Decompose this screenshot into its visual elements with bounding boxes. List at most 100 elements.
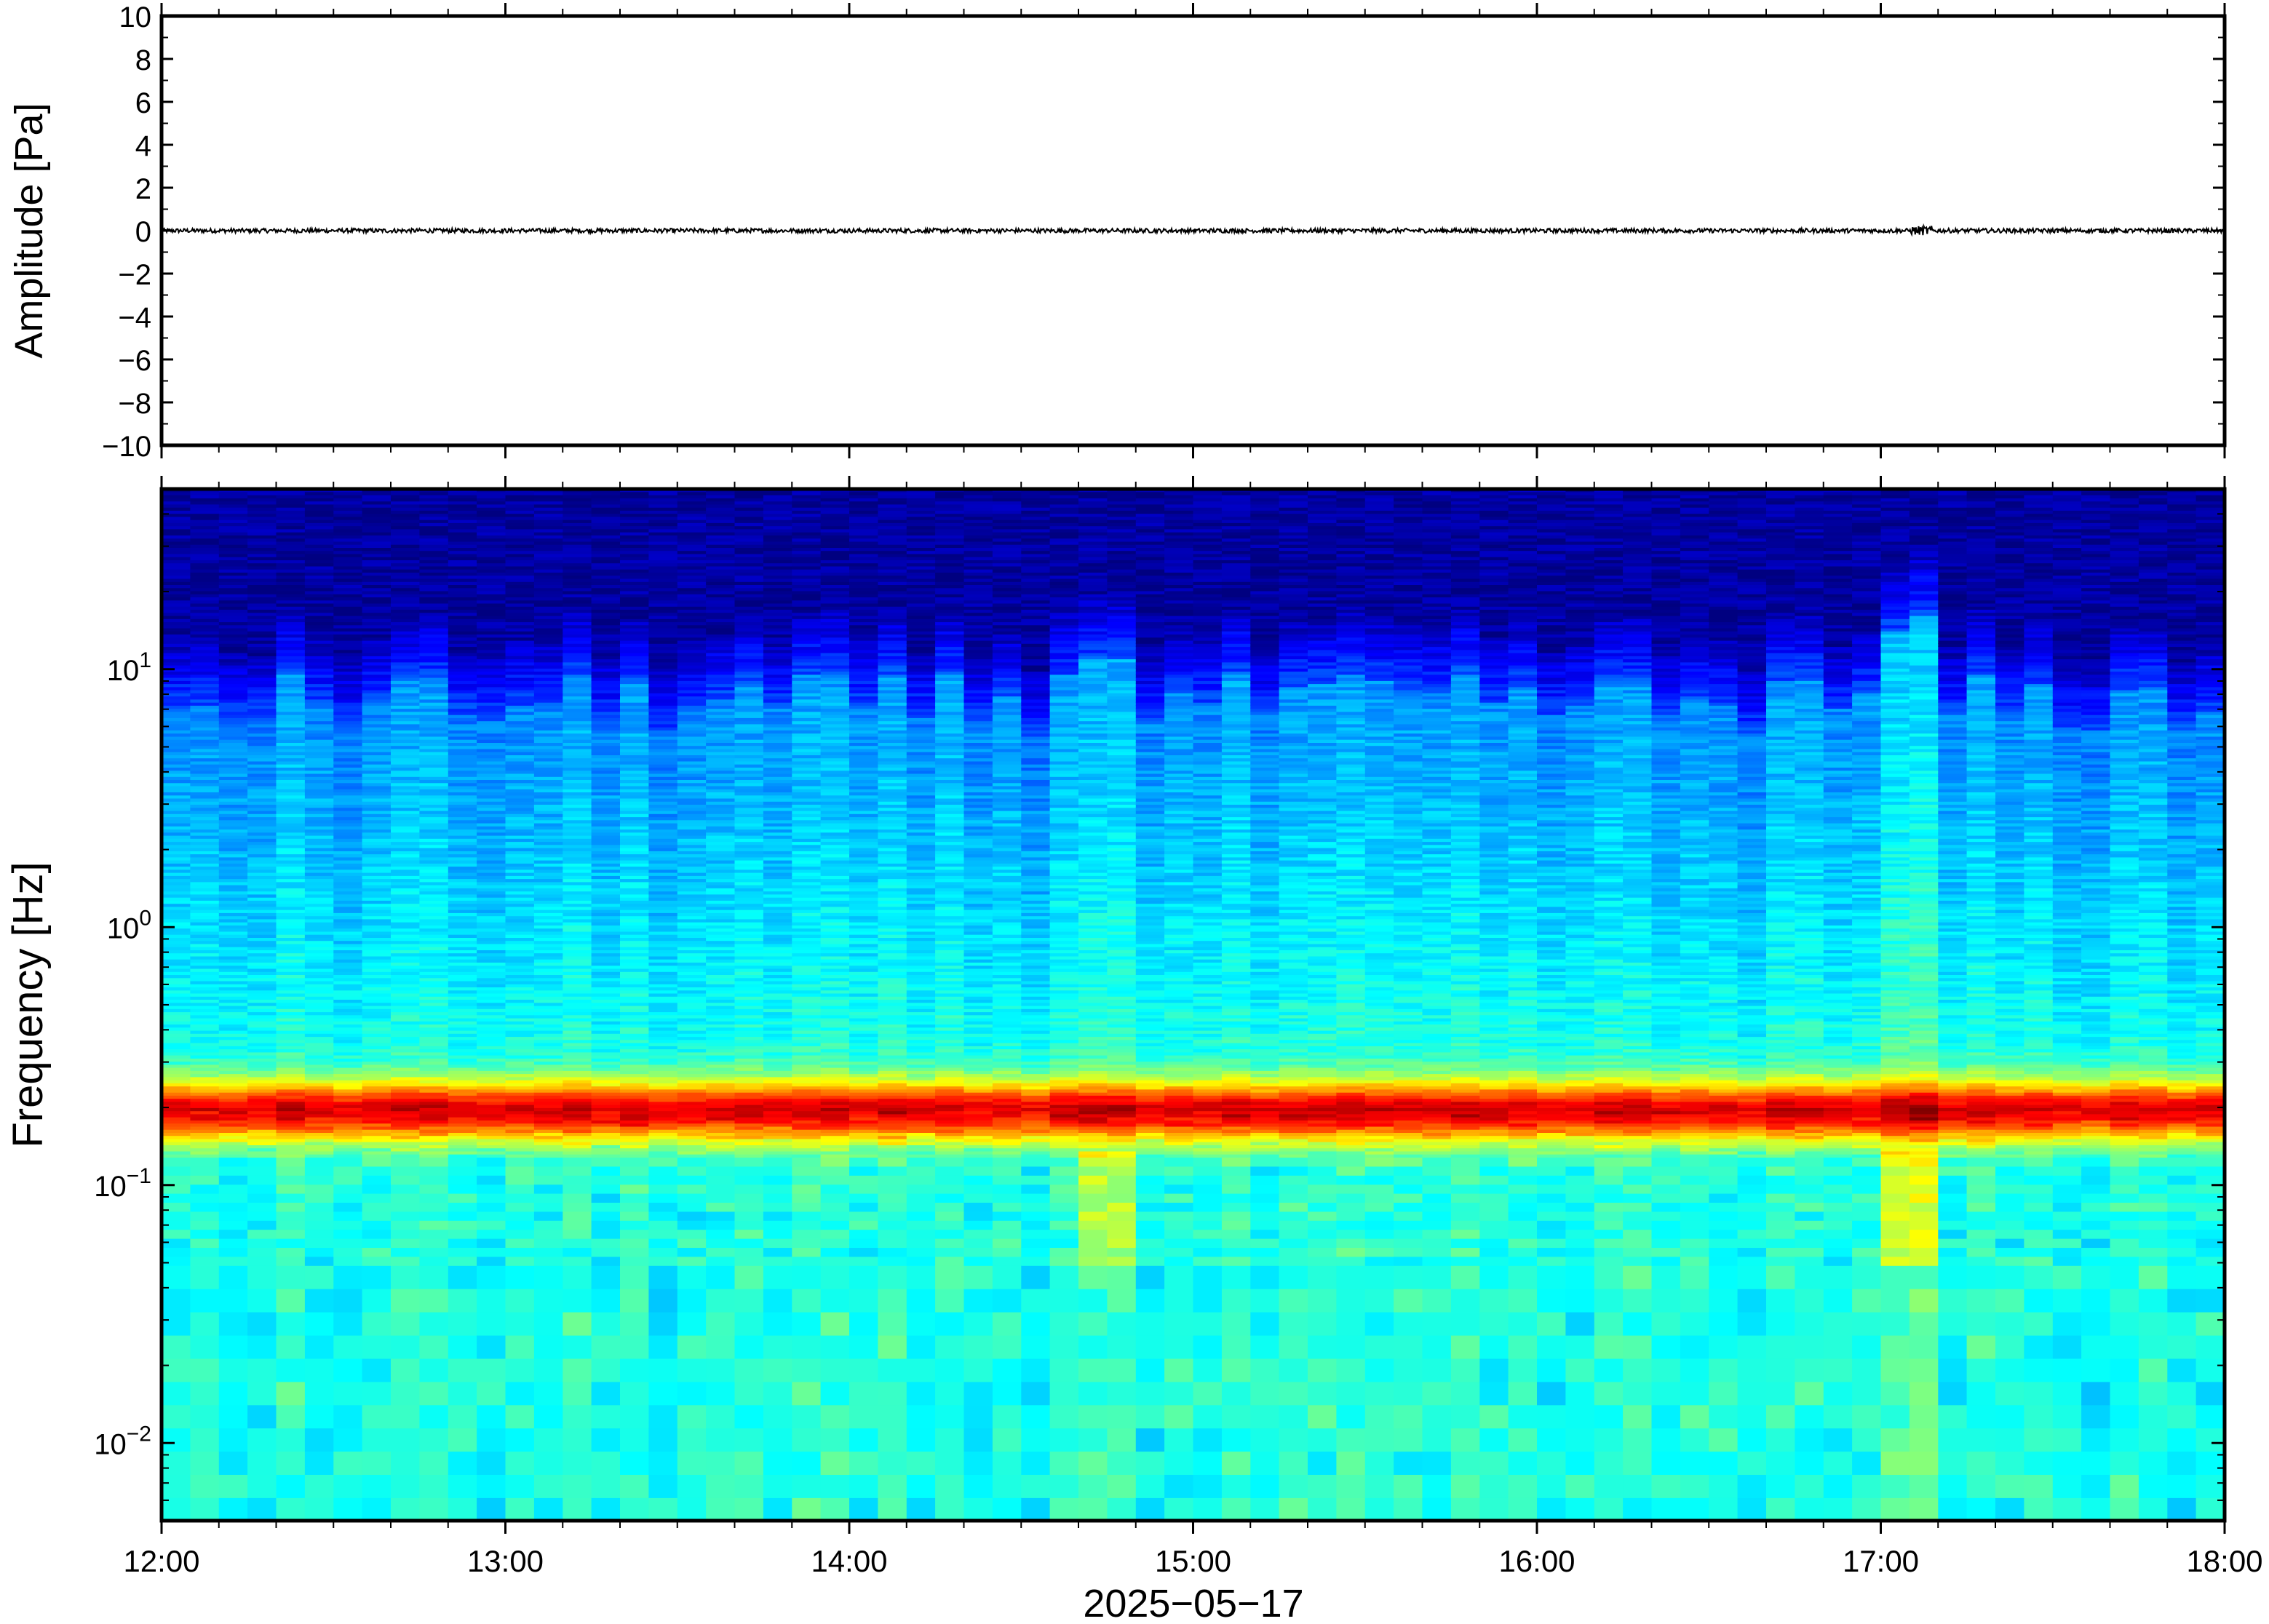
spectrogram-cell [563, 955, 592, 960]
spectrogram-cell [563, 987, 592, 991]
spectrogram-cell [391, 519, 421, 523]
spectrogram-cell [391, 853, 421, 858]
spectrogram-cell [533, 1153, 564, 1158]
spectrogram-cell [391, 683, 421, 688]
spectrogram-cell [706, 983, 736, 987]
spectrogram-cell [162, 671, 191, 675]
spectrogram-cell [362, 674, 392, 678]
spectrogram-cell [247, 501, 277, 505]
spectrogram-cell [648, 590, 678, 594]
spectrogram-cell [591, 878, 621, 883]
spectrogram-cell [247, 921, 277, 926]
spectrogram-cell [391, 1024, 421, 1028]
spectrogram-cell [162, 575, 191, 579]
spectrogram-cell [362, 1046, 392, 1050]
spectrogram-cell [247, 643, 277, 648]
spectrogram-cell [677, 1061, 707, 1065]
spectrogram-cell [734, 1193, 764, 1203]
spectrogram-cell [448, 1086, 477, 1090]
spectrogram-cell [563, 1036, 592, 1040]
spectrogram-cell [190, 1381, 220, 1406]
spectrogram-cell [276, 1126, 306, 1130]
spectrogram-cell [162, 748, 191, 752]
spectrogram-cell [247, 946, 277, 950]
spectrogram-cell [477, 1150, 506, 1155]
spectrogram-cell [304, 992, 335, 997]
spectrogram-cell [505, 875, 535, 880]
spectrogram-cell [591, 627, 621, 632]
spectrogram-cell [563, 1311, 592, 1336]
spectrogram-cell [218, 968, 248, 972]
spectrogram-cell [276, 822, 306, 827]
spectrogram-cell [276, 1008, 306, 1013]
spectrogram-cell [333, 1120, 363, 1124]
spectrogram-cell [247, 723, 277, 728]
spectrogram-cell [533, 952, 564, 957]
spectrogram-cell [677, 1288, 707, 1313]
spectrogram-cell [304, 541, 335, 545]
spectrogram-cell [419, 763, 449, 768]
spectrogram-cell [505, 1288, 535, 1313]
spectrogram-cell [677, 717, 707, 722]
spectrogram-cell [563, 575, 592, 579]
spectrogram-cell [533, 538, 564, 542]
spectrogram-cell [706, 680, 736, 685]
spectrogram-cell [734, 1145, 764, 1149]
spectrogram-cell [304, 1141, 335, 1145]
spectrogram-cell [477, 501, 506, 505]
spectrogram-cell [533, 955, 564, 960]
spectrogram-cell [391, 1014, 421, 1019]
spectrogram-cell [362, 906, 392, 910]
spectrogram-cell [304, 1150, 335, 1155]
spectrogram-cell [333, 1107, 363, 1112]
spectrogram-cell [419, 903, 449, 907]
spectrogram-cell [477, 602, 506, 607]
spectrogram-cell [448, 980, 477, 984]
spectrogram-cell [304, 816, 335, 821]
spectrogram-cell [648, 826, 678, 830]
spectrogram-cell [563, 535, 592, 539]
spectrogram-cell [706, 1147, 736, 1152]
spectrogram-cell [477, 1070, 506, 1075]
spectrogram-cell [563, 656, 592, 660]
spectrogram-cell [620, 807, 650, 811]
spectrogram-cell [591, 698, 621, 703]
spectrogram-cell [218, 1175, 248, 1185]
spectrogram-cell [648, 1030, 678, 1034]
spectrogram-cell [620, 990, 650, 994]
spectrogram-cell [477, 813, 506, 818]
spectrogram-cell [648, 698, 678, 703]
spectrogram-cell [591, 535, 621, 539]
spectrogram-cell [677, 547, 707, 552]
spectrogram-cell [247, 680, 277, 685]
spectrogram-cell [362, 736, 392, 740]
spectrogram-cell [419, 652, 449, 656]
spectrogram-cell [247, 578, 277, 582]
spectrogram-cell [448, 618, 477, 623]
spectrogram-cell [591, 847, 621, 851]
spectrogram-cell [591, 760, 621, 765]
spectrogram-cell [448, 955, 477, 960]
spectrogram-cell [276, 1104, 306, 1108]
spectrogram-cell [162, 792, 191, 796]
spectrogram-cell [247, 776, 277, 780]
spectrogram-cell [648, 1021, 678, 1025]
spectrogram-cell [677, 1017, 707, 1022]
spectrogram-cell [419, 1021, 449, 1025]
spectrogram-cell [333, 1061, 363, 1065]
spectrogram-cell [362, 763, 392, 768]
spectrogram-cell [419, 934, 449, 938]
spectrogram-cell [162, 736, 191, 740]
spectrogram-cell [591, 674, 621, 678]
spectrogram-cell [620, 1123, 650, 1127]
spectrogram-cell [218, 742, 248, 747]
spectrogram-cell [218, 618, 248, 623]
spectrogram-cell [247, 915, 277, 920]
spectrogram-cell [620, 760, 650, 765]
spectrogram-cell [276, 627, 306, 632]
spectrogram-cell [304, 516, 335, 520]
spectrogram-cell [190, 832, 220, 836]
spectrogram-cell [591, 1157, 621, 1167]
spectrogram-cell [419, 770, 449, 774]
spectrogram-cell [190, 965, 220, 969]
